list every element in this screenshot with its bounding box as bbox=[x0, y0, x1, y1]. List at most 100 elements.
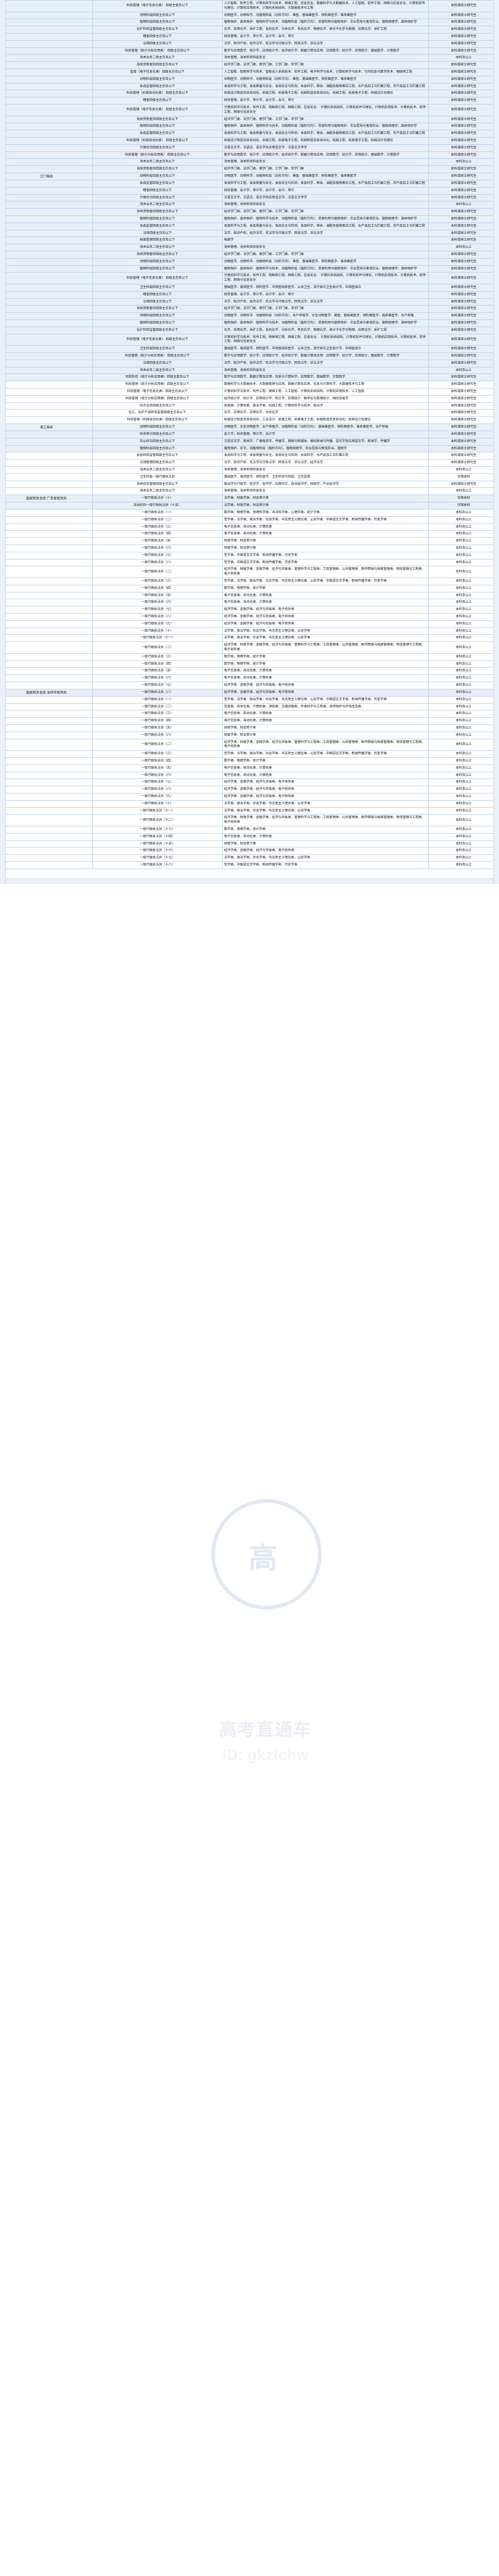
cell-position-name: 一级行政执法员（四） bbox=[92, 717, 223, 725]
cell-education-requirement: 本科及以上 bbox=[428, 703, 499, 711]
cell-major-requirements: 哲学类、中国语言文学类、新闻传播学类、历史学类 bbox=[222, 558, 429, 567]
cell-education-requirement: 本科或硕士研究生 bbox=[428, 387, 499, 396]
cell-education-requirement: 本科及以上 bbox=[428, 551, 499, 560]
cell-organization bbox=[0, 409, 93, 417]
table-row: 一级行政执法员（八） 经济学类、金融学类、经济与贸易类、电子商务类 本科及以上 bbox=[0, 613, 499, 621]
cell-major-requirements: 动物医学、动物科学、动植物检疫（动检方向）、兽医、基础兽医学、预防兽医学、临床兽… bbox=[222, 258, 429, 266]
cell-organization bbox=[0, 627, 93, 635]
cell-major-requirements: 财政学类、财会审计类 bbox=[222, 731, 429, 739]
cell-position-name: 海关货物查验四级主办及以下 bbox=[92, 305, 223, 313]
table-row: 食品监管四级主办及以下 食品科学与工程、食品质量与安全、食品安全与检测、食品科学，… bbox=[0, 130, 499, 138]
table-row: 一级行政执法员（十六） 经济学类、金融学类、经济与贸易类、电子商务类 本科及以上 bbox=[0, 847, 499, 855]
cell-position-name: 一级行政执法员（九） bbox=[92, 793, 223, 801]
cell-position-name: 化矿检验监管四级主办及以下 bbox=[92, 26, 223, 33]
cell-education-requirement: 本科及以上 bbox=[428, 840, 499, 848]
cell-organization bbox=[0, 305, 93, 313]
table-row: 稽查四级主办及以下 财务管理、会计学、审计学、会计学、会计、审计 本科或硕士研究生 bbox=[0, 97, 499, 105]
cell-position-name: 一级行政执法员（十三） bbox=[92, 826, 223, 834]
cell-position-name: 法律管理四级主办及以下 bbox=[92, 459, 223, 467]
cell-major-requirements: 法学类、政治学类、社会学类、马克思主义理论类、公安学类 bbox=[222, 800, 429, 808]
table-row: 科技管理（机械自动化类） 四级主办及以下 机械设计制造及其自动化、机械工程、机械电… bbox=[0, 90, 499, 98]
cell-major-requirements: 法学类、财政学类、财会审计类 bbox=[222, 495, 429, 503]
cell-major-requirements: 电子信息类、自动化类、计算机类 bbox=[222, 599, 429, 607]
table-row: 派出机构一级行政执法员（十五） 法学类、财政学类、财会审计类 仅限本科 bbox=[0, 502, 499, 510]
cell-education-requirement: 本科或硕士研究生 bbox=[428, 187, 499, 195]
cell-major-requirements: 汉语言文学、汉语言、语言学及应用语言学、汉语言文字学 bbox=[222, 194, 429, 202]
cell-major-requirements: 经济学类、金融学类、经济与贸易类、电子商务类 bbox=[222, 688, 429, 697]
cell-major-requirements: 法学类、政治学类、社会学类、马克思主义理论类、公安学类 bbox=[222, 627, 429, 635]
cell-organization bbox=[0, 545, 93, 552]
cell-major-requirements: 海关管理、海关检验检疫安全 bbox=[222, 54, 429, 62]
cell-major-requirements: 海关管理、海关检验检疫安全 bbox=[222, 466, 429, 474]
cell-position-name: 植物检疫四级主办及以下 bbox=[92, 265, 223, 273]
cell-organization bbox=[0, 26, 93, 33]
cell-major-requirements: 法学、知识产权、经济法学、宪法学与行政法学、民商法学、诉讼法学 bbox=[222, 359, 429, 367]
cell-major-requirements: 哲学类、中国语言文学类、新闻传播学类、历史学类 bbox=[222, 861, 429, 869]
table-row: 法律四级主办及以下 法学、知识产权、经济法学、宪法学与行政法学、民商法学、诉讼法学… bbox=[0, 229, 499, 238]
table-row: 一级行政执法员（八） 哲学类、中国语言文学类、新闻传播学类、历史学类 本科及以上 bbox=[0, 558, 499, 567]
cell-education-requirement: 本科或硕士研究生 bbox=[428, 222, 499, 230]
cell-major-requirements: 海关管理、海关检验检疫安全 bbox=[222, 158, 429, 166]
cell-organization bbox=[0, 130, 93, 138]
cell-organization bbox=[0, 115, 93, 124]
table-row: 一级行政执法员（七） 经济学类、金融学类、经济与贸易类、电子商务类 本科及以上 bbox=[0, 681, 499, 689]
cell-education-requirement: 本科及以上 bbox=[428, 738, 499, 751]
cell-major-requirements: 经济学类、金融学类、经济与贸易类、电子商务类 bbox=[222, 793, 429, 801]
table-row: 一级行政执法员（四） 数学类、物理学类、统计学类 本科及以上 bbox=[0, 584, 499, 592]
cell-position-name: 监管（电子信息化类）四级主办及以下 bbox=[92, 68, 223, 76]
cell-major-requirements: 基础医学、临床医学、预防医学、卫生检验与检疫、卫生监督 bbox=[222, 473, 429, 481]
cell-organization bbox=[0, 158, 93, 166]
cell-major-requirements: 财务管理、会计学、审计学、会计学、会计、审计 bbox=[222, 291, 429, 299]
cell-major-requirements: 计算机科学与技术、软件工程、网络工程、人工智能、计算机系统结构、计算机应用技术、… bbox=[222, 387, 429, 396]
table-row: 科技管理（统计分析应用类）四级主办及以下 数据科学与大数据技术、大数据管理与应用、… bbox=[0, 381, 499, 388]
cell-organization bbox=[0, 291, 93, 299]
cell-education-requirement: 本科及以上 bbox=[428, 667, 499, 675]
table-row: 国家税务总局 广东省税务局 一级行政执法员（十） 法学类、财政学类、财会审计类 仅限本… bbox=[0, 495, 499, 503]
cell-major-requirements: 动物医学、动物科学、动植物检疫（动检方向）、兽医、基础兽医学、预防兽医学、临床兽… bbox=[222, 75, 429, 83]
cell-major-requirements: 植物保护、森林保护、植物科学与技术、动植物检疫（植检方向）、资源利用与植物保护、… bbox=[222, 319, 429, 327]
cell-organization bbox=[0, 738, 93, 751]
cell-organization bbox=[0, 32, 93, 41]
cell-position-name: 食品监管四级主办及以下 bbox=[92, 130, 223, 138]
cell-organization bbox=[0, 660, 93, 668]
cell-position-name: 法律四级主办及以下 bbox=[92, 298, 223, 306]
table-row: 一级行政执法员（十七） 法学类、政治学类、社会学类、马克思主义理论类、公安学类 本科… bbox=[0, 854, 499, 862]
cell-education-requirement: 本科及以上 bbox=[428, 466, 499, 474]
cell-position-name: 一级行政执法员（十一） bbox=[92, 634, 223, 642]
table-body: 科技管理（电子信息化类） 四级主管及以下 人工智能、软件工程、计算机科学与技术、网… bbox=[0, 0, 499, 869]
cell-education-requirement: 本科或硕士研究生 bbox=[428, 180, 499, 188]
cell-position-name: 一级行政执法员（五） bbox=[92, 667, 223, 675]
cell-organization bbox=[0, 359, 93, 367]
table-row: 一级行政执法员（三） 哲学类、法学类、政治学类、社会学类、马克思主义理论类、公安学… bbox=[0, 578, 499, 585]
cell-education-requirement: 本科或硕士研究生 bbox=[428, 26, 499, 33]
cell-major-requirements: 经济学类、财政学类、金融学类、经济与贸易类、管理科学与工程类、工商管理类、公共管… bbox=[222, 566, 429, 579]
table-row: 一级行政执法员（九） 经济学类、金融学类、经济与贸易类、电子商务类 本科及以上 bbox=[0, 620, 499, 628]
cell-education-requirement: 本科或硕士研究生 bbox=[428, 115, 499, 124]
cell-position-name: 财务审计四级主办及以下 bbox=[92, 431, 223, 438]
table-row: 一级行政执法员（四） 数学类、物理学类、统计学类 本科及以上 bbox=[0, 660, 499, 668]
cell-major-requirements: 法学类、政治学类、社会学类、马克思主义理论类、公安学类 bbox=[222, 634, 429, 642]
cell-education-requirement: 仅限本科 bbox=[428, 502, 499, 510]
cell-major-requirements: 经济学类、金融学类、经济与贸易类、电子商务类 bbox=[222, 786, 429, 794]
cell-major-requirements: 食品科学与工程、食品质量与安全、食品安全与检测、食品科学，粮食、油脂及植物蛋白工… bbox=[222, 222, 429, 230]
cell-position-name: 一级行政执法员（六） bbox=[92, 599, 223, 607]
cell-position-name: 一级行政执法员（二） bbox=[92, 516, 223, 524]
position-requirements-table: 科技管理（电子信息化类） 四级主管及以下 人工智能、软件工程、计算机科学与技术、网… bbox=[0, 0, 499, 869]
cell-education-requirement: 本科及以上 bbox=[428, 537, 499, 546]
table-row: 湛江海关 动物检疫四级主办及以下 动物医学、水生动物医学、水产养殖学、动植物检疫（动… bbox=[0, 423, 499, 432]
cell-position-name: 一级行政执法员（二） bbox=[92, 566, 223, 579]
cell-position-name: 一级行政执法员（一） bbox=[92, 696, 223, 704]
cell-education-requirement: 本科及以上 bbox=[428, 641, 499, 654]
cell-education-requirement: 本科及以上 bbox=[428, 566, 499, 579]
cell-major-requirements: 海关管理、海关检验检疫安全 bbox=[222, 487, 429, 496]
cell-position-name: 派出机构一级行政执法员（十五） bbox=[92, 502, 223, 510]
cell-education-requirement: 本科或硕士研究生 bbox=[428, 459, 499, 467]
recruitment-table-sheet: 科技管理（电子信息化类） 四级主管及以下 人工智能、软件工程、计算机科学与技术、网… bbox=[0, 0, 499, 1764]
cell-position-name: 海关综合管理四级主办及以下 bbox=[92, 480, 223, 488]
table-row: 科技管理（电子信息化类）四级主办及以下 计算机科学与技术、软件工程、网络工程、人工… bbox=[0, 387, 499, 396]
cell-organization bbox=[0, 229, 93, 238]
cell-organization: 国家税务总局 广东省税务局 bbox=[0, 495, 93, 503]
table-row: 一级行政执法员（八） 经济学类、金融学类、经济与贸易类、电子商务类 本科及以上 bbox=[0, 786, 499, 794]
cell-position-name: 海关业务二级主办及以下 bbox=[92, 466, 223, 474]
cell-major-requirements: 财务管理、会计学、审计学、会计学、会计、审计 bbox=[222, 97, 429, 105]
